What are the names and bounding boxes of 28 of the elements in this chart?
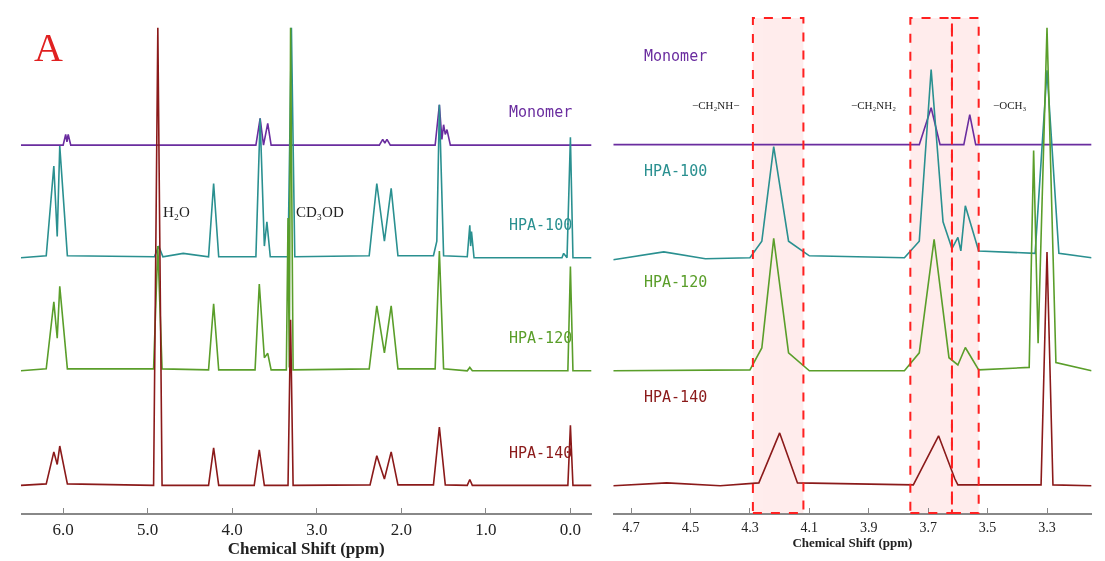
x-tick-label: 0.0 [559,520,582,540]
x-tick-label: 2.0 [390,520,412,540]
band-label: −CH₂NH− [692,99,740,111]
x-axis-title: Chemical Shift (ppm) [792,534,913,550]
annotation: H₂O [163,204,191,220]
series-label: Monomer [509,103,573,121]
text: HPA-140 [644,388,708,406]
text: Monomer [644,47,708,65]
text: HPA-100 [644,162,708,180]
text: HPA-120 [644,273,708,291]
x-tick-label: 1.0 [475,520,497,540]
x-tick-label: 4.1 [800,519,819,535]
band-label: −OCH₃ [993,99,1027,111]
x-tick-label: 3.7 [919,519,937,535]
x-tick-label: 3.5 [978,519,997,535]
x-tick-label: 4.5 [681,519,700,535]
annotation: CD₃OD [296,204,344,220]
annotation: A [34,25,63,70]
x-tick-label: 4.3 [741,519,759,535]
x-tick-label: 4.7 [622,519,640,535]
x-tick-label: 3.9 [860,519,878,535]
x-tick-label: 5.0 [137,520,159,540]
band-label: −CH₂NH₂ [851,99,897,111]
x-axis-title: Chemical Shift (ppm) [227,539,385,559]
x-tick-label: 4.0 [221,520,243,540]
x-tick-label: 3.3 [1038,519,1056,535]
x-tick-label: 6.0 [52,520,74,540]
x-tick-label: 3.0 [306,520,328,540]
